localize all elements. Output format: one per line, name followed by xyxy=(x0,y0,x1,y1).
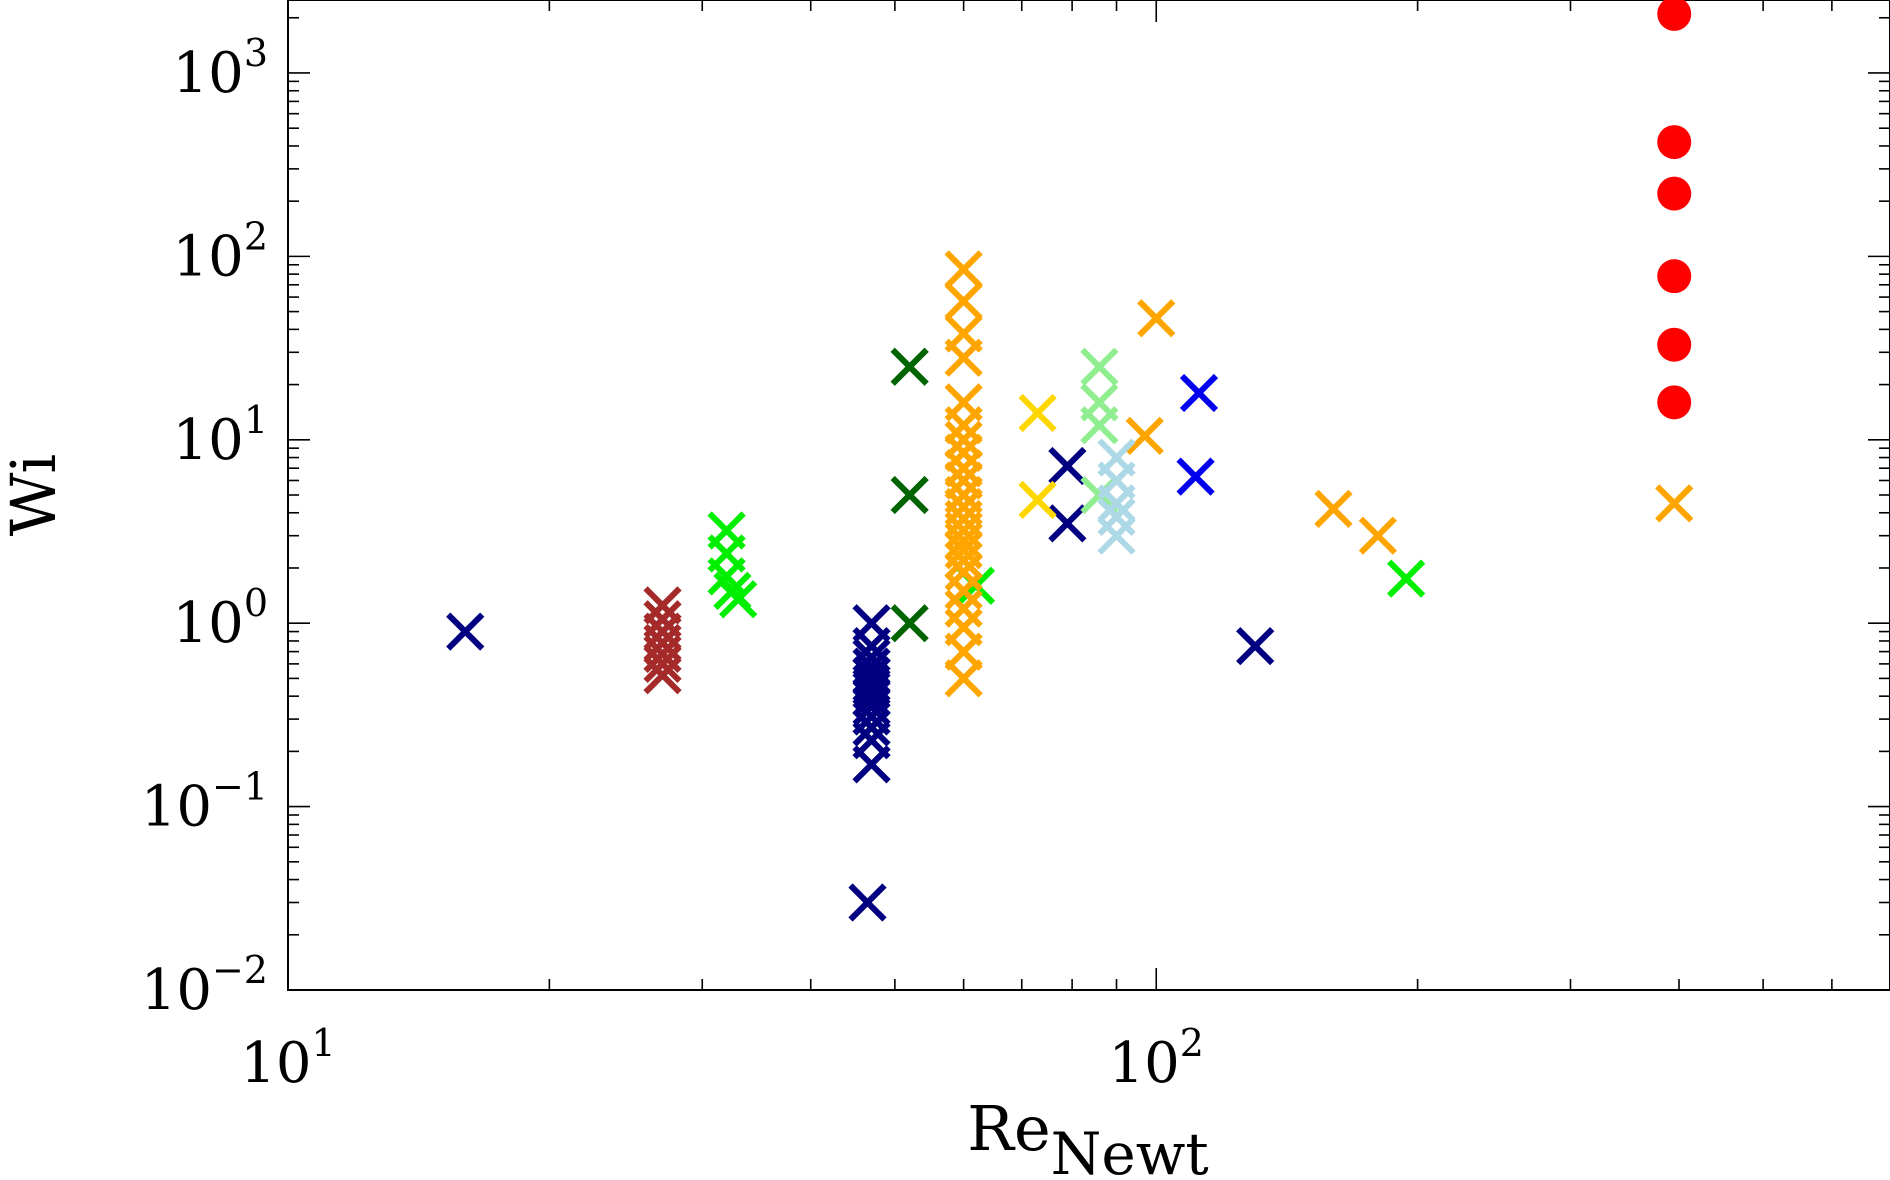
data-point-x xyxy=(848,883,887,922)
data-point-x xyxy=(1314,489,1353,529)
data-point-x xyxy=(1655,484,1694,523)
x-tick-label: 101 xyxy=(240,1021,335,1096)
y-tick-label: 10−1 xyxy=(141,765,268,840)
data-point-x xyxy=(643,656,682,695)
data-point-circle xyxy=(1657,125,1692,160)
tick-labels: 101 102 10−2 10−1 100 101 102 103 xyxy=(141,31,1204,1096)
data-point-x xyxy=(944,433,983,472)
data-point-x xyxy=(643,644,682,684)
y-tick-label: 103 xyxy=(173,31,268,106)
data-point-x xyxy=(1125,416,1164,456)
data-point-x xyxy=(1387,559,1426,598)
y-tick-label: 101 xyxy=(173,398,268,473)
data-point-x xyxy=(719,580,758,619)
data-point-x xyxy=(890,347,929,386)
data-point-x xyxy=(1176,457,1215,496)
y-tick-label: 10−2 xyxy=(141,948,268,1023)
data-point-x xyxy=(1137,299,1176,338)
x-axis-title: ReNewt xyxy=(967,1092,1208,1180)
data-point-x xyxy=(944,420,983,459)
data-point-circle xyxy=(1657,259,1692,294)
data-point-x xyxy=(1048,504,1087,543)
data-marks xyxy=(446,0,1694,922)
y-tick-label: 100 xyxy=(173,581,268,656)
x-tick-label: 102 xyxy=(1109,1021,1204,1096)
data-point-x xyxy=(1048,446,1087,486)
data-point-x xyxy=(890,604,929,643)
x-axis-title-base: Re xyxy=(967,1092,1050,1165)
data-point-x xyxy=(1236,626,1275,666)
data-point-x xyxy=(944,282,983,321)
data-point-x xyxy=(1080,406,1119,445)
data-point-x xyxy=(1018,393,1057,433)
axis-ticks xyxy=(287,0,1890,991)
data-point-x xyxy=(944,338,983,377)
data-point-circle xyxy=(1657,176,1692,211)
data-point-x xyxy=(1018,480,1057,520)
data-point-circle xyxy=(1657,385,1692,420)
data-point-x xyxy=(1080,347,1119,386)
data-point-x xyxy=(1097,484,1136,523)
data-point-x xyxy=(944,250,983,289)
data-point-x xyxy=(852,708,891,747)
data-point-x xyxy=(852,679,891,718)
y-tick-label: 102 xyxy=(173,214,268,289)
data-point-circle xyxy=(1657,0,1692,31)
data-point-x xyxy=(446,612,485,651)
data-point-x xyxy=(1358,516,1398,555)
plot-frame xyxy=(287,0,1890,991)
data-point-x xyxy=(944,571,983,611)
data-point-x xyxy=(944,541,983,580)
data-point-x xyxy=(890,475,929,515)
data-point-x xyxy=(852,745,891,784)
x-axis-title-subscript: Newt xyxy=(1051,1120,1209,1180)
y-axis-title: Wi xyxy=(0,454,70,536)
data-point-x xyxy=(944,659,983,698)
data-point-x xyxy=(944,406,983,445)
data-point-x xyxy=(1179,373,1219,413)
data-point-circle xyxy=(1657,327,1692,362)
data-point-x xyxy=(1097,516,1136,555)
